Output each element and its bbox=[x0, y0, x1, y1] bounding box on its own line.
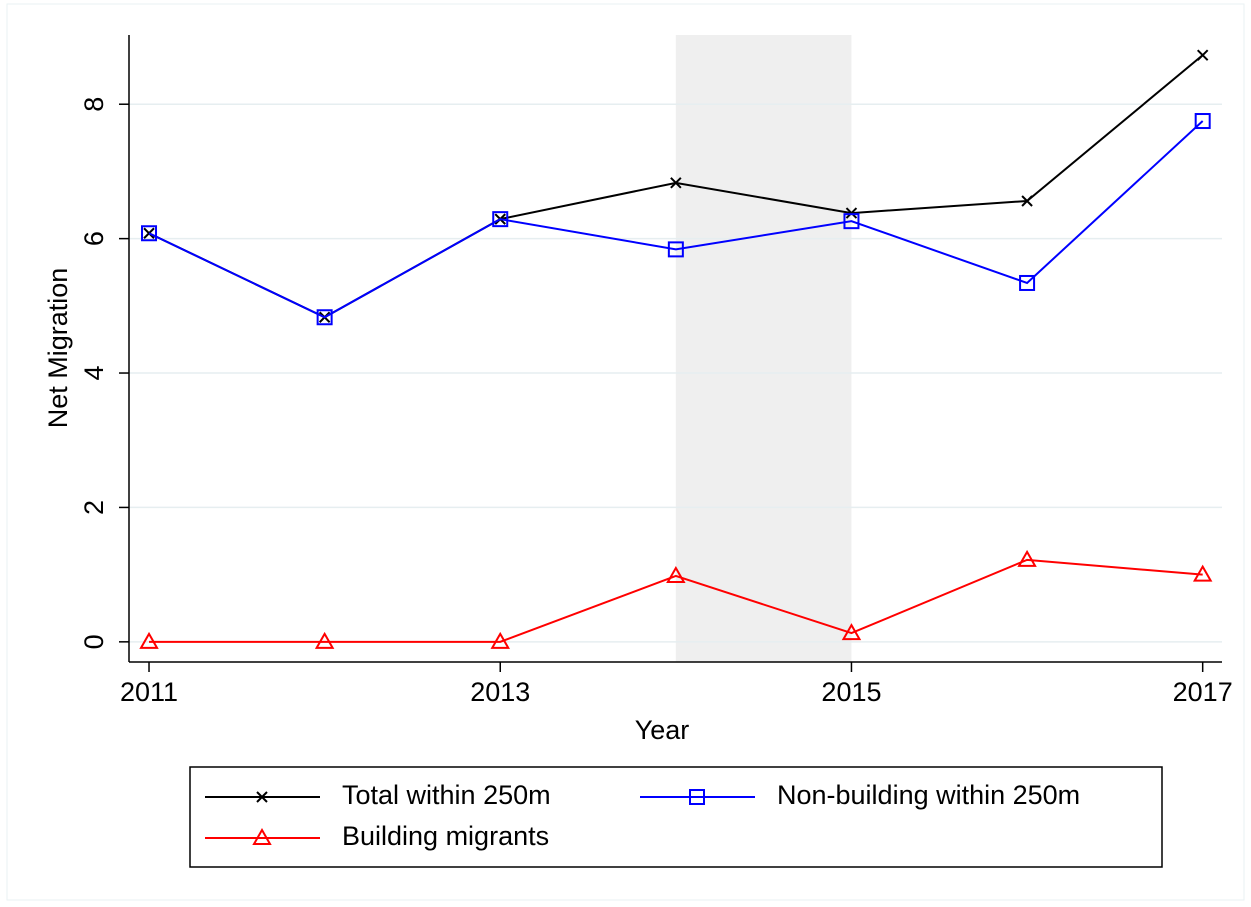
series-line bbox=[148, 120, 1204, 319]
x-tick-label: 2015 bbox=[821, 677, 881, 707]
marker bbox=[689, 789, 705, 805]
y-tick-label: 2 bbox=[79, 500, 109, 515]
y-tick-label: 4 bbox=[79, 366, 109, 381]
marker bbox=[670, 177, 682, 189]
y-axis-title: Net Migration bbox=[43, 268, 73, 429]
legend-label: Non-building within 250m bbox=[777, 780, 1080, 810]
legend-box bbox=[189, 766, 1163, 868]
marker bbox=[492, 211, 509, 228]
y-tick-label: 6 bbox=[79, 231, 109, 246]
marker bbox=[141, 225, 158, 242]
marker bbox=[1019, 274, 1036, 291]
marker bbox=[666, 565, 686, 583]
frame bbox=[6, 3, 1245, 901]
marker bbox=[314, 631, 335, 649]
marker bbox=[316, 309, 333, 326]
y-tick-label: 8 bbox=[79, 97, 109, 112]
legend-label: Building migrants bbox=[342, 821, 549, 851]
marker bbox=[841, 623, 862, 641]
marker bbox=[1021, 195, 1033, 207]
x-tick-label: 2013 bbox=[470, 677, 530, 707]
marker bbox=[843, 213, 860, 230]
marker bbox=[252, 827, 272, 845]
x-axis-title: Year bbox=[635, 715, 690, 745]
marker bbox=[490, 631, 510, 649]
marker bbox=[1194, 113, 1211, 130]
marker bbox=[1017, 549, 1037, 567]
y-tick-label: 0 bbox=[79, 634, 109, 649]
marker bbox=[1192, 564, 1213, 582]
legend-label: Total within 250m bbox=[342, 780, 551, 810]
shaded-region bbox=[675, 35, 852, 662]
marker bbox=[256, 791, 268, 803]
marker bbox=[667, 241, 684, 258]
series-line bbox=[149, 558, 1203, 643]
x-tick-label: 2011 bbox=[120, 677, 178, 707]
marker bbox=[139, 631, 159, 649]
marker bbox=[1196, 49, 1209, 61]
x-tick-label: 2017 bbox=[1173, 677, 1233, 707]
marker bbox=[845, 207, 858, 219]
